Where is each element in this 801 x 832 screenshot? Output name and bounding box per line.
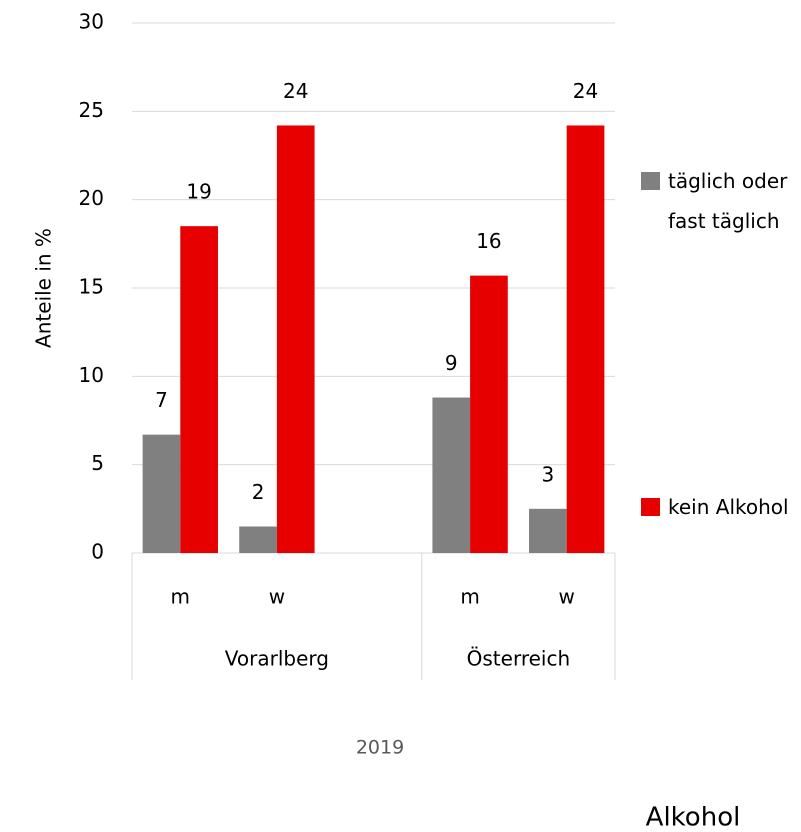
bar xyxy=(142,434,181,553)
data-label: 3 xyxy=(541,462,554,486)
data-label: 24 xyxy=(283,79,308,103)
legend-swatch xyxy=(641,172,660,190)
bar xyxy=(432,397,471,553)
y-axis-label: Anteile in % xyxy=(32,228,56,348)
footer: Alkohol xyxy=(646,803,741,832)
bar xyxy=(529,508,567,553)
group-label: Vorarlberg xyxy=(225,647,329,671)
bar xyxy=(566,125,605,553)
x-tick-label: w xyxy=(559,585,575,609)
data-label: 24 xyxy=(573,79,598,103)
data-label: 2 xyxy=(252,480,265,504)
x-tick-label: m xyxy=(460,585,479,609)
bar xyxy=(239,526,277,553)
data-label: 19 xyxy=(186,180,211,204)
legend-item: kein Alkohol xyxy=(641,493,791,527)
bar xyxy=(470,275,508,553)
legend-swatch xyxy=(641,498,660,516)
group-label: Österreich xyxy=(467,647,571,671)
x-tick-label: w xyxy=(269,585,285,609)
legend-item: täglich oder fast täglich xyxy=(641,167,791,241)
data-label: 9 xyxy=(445,351,458,375)
legend-label: täglich oder fast täglich xyxy=(668,169,788,233)
bar xyxy=(180,226,218,553)
bar xyxy=(276,125,315,553)
y-tick-label: 20 xyxy=(79,186,104,210)
x-axis-label: 2019 xyxy=(356,737,404,759)
y-tick-label: 25 xyxy=(79,98,104,122)
y-tick-label: 0 xyxy=(91,540,104,564)
y-tick-label: 5 xyxy=(91,451,104,475)
data-label: 16 xyxy=(476,229,501,253)
x-tick-label: m xyxy=(171,585,190,609)
data-label: 7 xyxy=(155,388,168,412)
y-tick-label: 10 xyxy=(79,363,104,387)
y-tick-label: 15 xyxy=(79,275,104,299)
legend-label: kein Alkohol xyxy=(668,495,789,519)
y-tick-label: 30 xyxy=(79,10,104,34)
